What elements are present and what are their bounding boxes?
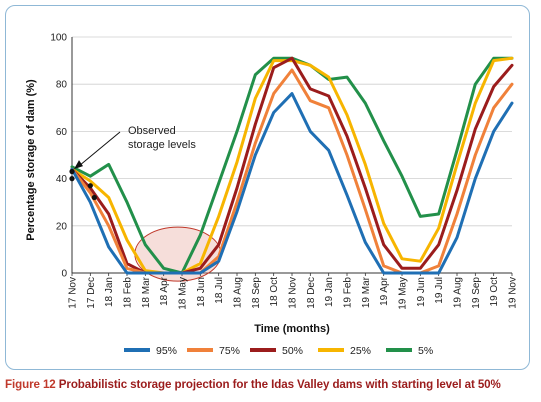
x-tick-label: 19 Mar xyxy=(361,276,372,308)
annotation-arrowhead xyxy=(74,160,83,169)
x-tick-label: 18 Mar xyxy=(141,276,152,308)
observed-point xyxy=(69,169,74,174)
legend-label: 75% xyxy=(219,345,240,357)
y-tick-label: 40 xyxy=(56,174,68,185)
y-tick-label: 80 xyxy=(56,80,68,91)
observed-point xyxy=(88,183,93,188)
x-tick-label: 18 Apr xyxy=(159,276,170,306)
x-tick-label: 18 Oct xyxy=(269,277,280,307)
y-tick-label: 20 xyxy=(56,221,68,232)
series-line-75pct xyxy=(72,70,512,273)
x-tick-label: 19 Jun xyxy=(416,277,427,307)
x-tick-label: 19 Feb xyxy=(343,277,354,309)
observed-point xyxy=(92,195,97,200)
x-tick-label: 19 Aug xyxy=(453,277,464,308)
y-axis-label: Percentage storage of dam (%) xyxy=(25,79,37,241)
legend-label: 50% xyxy=(282,345,303,357)
x-tick-label: 18 Jun xyxy=(196,277,207,307)
series-layer xyxy=(72,58,512,273)
annotation-label-line1: Observed xyxy=(128,125,176,137)
x-tick-label: 18 Jul xyxy=(214,277,225,304)
figure-number: Figure 12 xyxy=(5,378,56,391)
annotation-arrow-line xyxy=(80,132,120,165)
x-tick-label: 18 Aug xyxy=(233,277,244,308)
x-tick-label: 18 Sep xyxy=(251,277,262,309)
y-tick-label: 60 xyxy=(56,127,68,138)
x-tick-label: 18 Nov xyxy=(288,277,299,309)
x-tick-label: 19 Nov xyxy=(508,277,519,309)
legend-label: 5% xyxy=(418,345,433,357)
x-tick-label: 19 Apr xyxy=(379,276,390,306)
x-tick-label: 19 Oct xyxy=(489,277,500,307)
legend-label: 95% xyxy=(156,345,177,357)
x-tick-label: 19 Sep xyxy=(471,277,482,309)
x-tick-label: 18 Feb xyxy=(123,277,134,309)
line-chart: Percentage storage of dam (%) Time (mont… xyxy=(0,0,541,372)
observed-point xyxy=(69,176,74,181)
legend: 95% 75% 50% 25% 5% xyxy=(124,345,433,357)
x-tick-label: 18 May xyxy=(178,277,189,310)
x-tick-label: 17 Dec xyxy=(86,277,97,309)
x-tick-label: 19 Jul xyxy=(434,277,445,304)
x-tick-label: 19 May xyxy=(398,277,409,310)
y-tick-label: 100 xyxy=(50,33,67,44)
x-tick-label: 17 Nov xyxy=(68,277,79,309)
caption-text: Probabilistic storage projection for the… xyxy=(56,378,501,391)
x-axis-label: Time (months) xyxy=(254,323,330,335)
x-tick-label: 18 Dec xyxy=(306,277,317,309)
x-tick-label: 19 Jan xyxy=(324,277,335,307)
annotation-label-line2: storage levels xyxy=(128,139,196,151)
figure-caption: Figure 12 Probabilistic storage projecti… xyxy=(5,378,535,391)
x-tick-label: 18 Jan xyxy=(104,277,115,307)
legend-label: 25% xyxy=(350,345,371,357)
